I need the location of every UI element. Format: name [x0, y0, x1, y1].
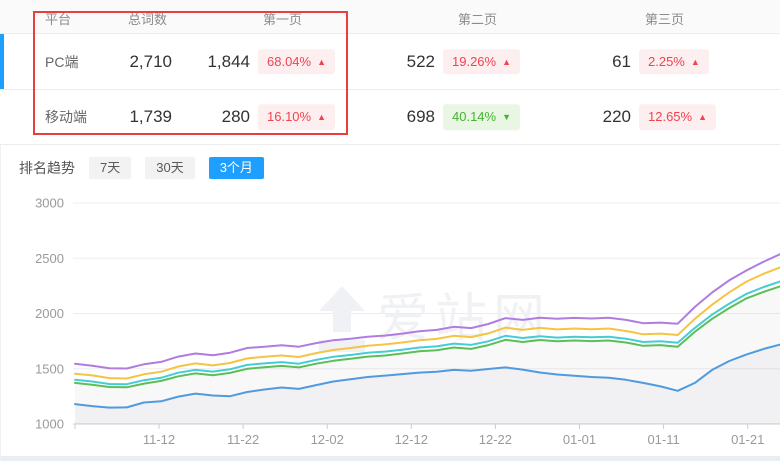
up-arrow-icon: ▲: [690, 56, 700, 67]
change-percent: 19.26%: [452, 53, 497, 69]
tab-3-months[interactable]: 3个月: [208, 156, 264, 179]
platform-name: 移动端: [45, 109, 87, 125]
x-axis-label: 01-01: [563, 432, 596, 447]
area-fill-green: [75, 286, 780, 424]
first-page-change-badge: 68.04% ▲: [258, 48, 336, 75]
third-page-count: 61: [612, 51, 631, 71]
change-percent: 16.10%: [267, 109, 312, 125]
platform-summary-table: 平台 总词数 第一页 第二页 第三页 PC端 2,710 1,844 68.04…: [0, 0, 780, 145]
trend-chart: 1000 1500 2000 2500 3000 11-12 11-22 12-02 12-12…: [35, 196, 780, 447]
up-arrow-icon: ▲: [317, 112, 327, 123]
series-line-yellow: [74, 266, 780, 380]
third-page-count: 220: [602, 107, 631, 126]
series-line-green: [74, 285, 780, 389]
second-page-change-badge: 40.14% ▼: [443, 104, 521, 130]
second-page-count: 522: [406, 51, 435, 71]
tab-7-days[interactable]: 7天: [89, 156, 132, 179]
header-third-page: 第三页: [645, 12, 685, 27]
up-arrow-icon: ▲: [698, 112, 708, 123]
change-percent: 40.14%: [452, 109, 497, 125]
up-arrow-icon: ▲: [317, 56, 327, 67]
second-page-count: 698: [406, 107, 435, 126]
up-arrow-icon: ▲: [502, 56, 512, 67]
table-row-pc[interactable]: PC端 2,710 1,844 68.04% ▲ 522 19.26% ▲ 61 2…: [0, 34, 780, 90]
tab-30-days[interactable]: 30天: [145, 156, 195, 179]
y-axis-label: 1500: [35, 361, 64, 376]
header-second-page: 第二页: [458, 12, 498, 27]
first-page-count: 280: [221, 107, 250, 126]
total-words-value: 2,710: [129, 51, 172, 71]
series-line-purple: [74, 253, 780, 370]
total-words-value: 1,739: [129, 107, 172, 126]
change-percent: 2.25%: [648, 53, 685, 69]
x-axis-label: 12-12: [395, 432, 428, 447]
y-axis-label: 1000: [35, 417, 64, 432]
change-percent: 12.65%: [648, 109, 693, 125]
x-axis-label: 01-21: [731, 432, 764, 447]
table-row-mobile[interactable]: 移动端 1,739 280 16.10% ▲ 698 40.14% ▼ 220 12…: [0, 90, 780, 145]
first-page-change-badge: 16.10% ▲: [258, 104, 336, 130]
trend-toolbar: 排名趋势 7天 30天 3个月: [0, 145, 780, 190]
selected-row-accent-bar: [0, 34, 4, 89]
header-platform: 平台: [45, 12, 72, 27]
y-axis-label: 2500: [35, 251, 64, 266]
first-page-count: 1,844: [207, 51, 250, 71]
watermark-base: [319, 340, 365, 352]
table-header-row: 平台 总词数 第一页 第二页 第三页: [0, 0, 780, 34]
third-page-change-badge: 2.25% ▲: [639, 48, 709, 75]
y-axis-label: 2000: [35, 306, 64, 321]
x-axis-label: 12-02: [311, 432, 344, 447]
series-line-cyan: [74, 280, 780, 386]
x-axis-label: 11-12: [143, 432, 175, 447]
second-page-change-badge: 19.26% ▲: [443, 48, 521, 75]
x-axis-label: 11-22: [227, 432, 259, 447]
page-background-strip: [1, 456, 780, 461]
series-line-blue: [74, 343, 780, 409]
x-axis-label: 01-11: [647, 432, 679, 447]
watermark-arrow-icon: [319, 286, 365, 332]
y-axis-label: 3000: [35, 196, 64, 211]
down-arrow-icon: ▼: [502, 112, 512, 123]
change-percent: 68.04%: [267, 53, 312, 69]
trend-chart-area: 1000 1500 2000 2500 3000 11-12 11-22 12-02 12-12…: [0, 190, 780, 461]
header-total-words: 总词数: [128, 12, 168, 27]
third-page-change-badge: 12.65% ▲: [639, 104, 717, 130]
platform-name: PC端: [45, 53, 79, 70]
header-first-page: 第一页: [263, 12, 303, 27]
trend-title: 排名趋势: [19, 159, 75, 176]
area-fill-blue: [75, 344, 780, 424]
x-axis-label: 12-22: [479, 432, 512, 447]
